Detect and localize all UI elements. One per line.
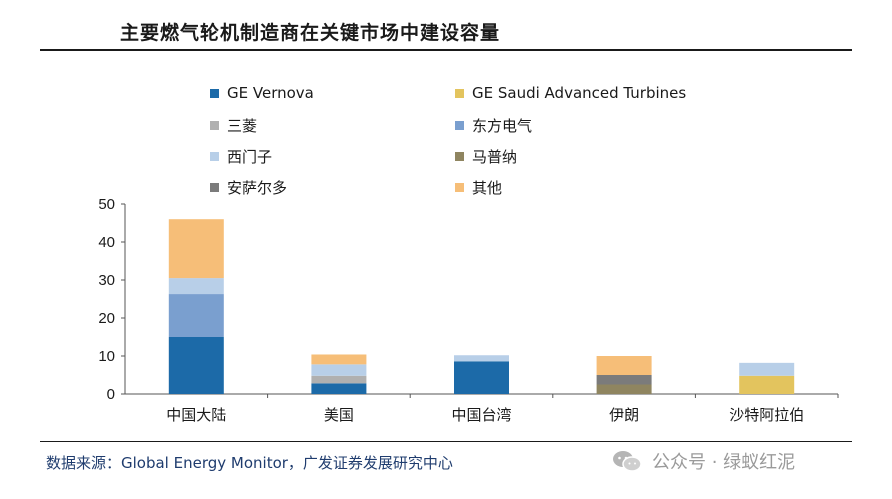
bar-segment bbox=[596, 356, 652, 375]
stacked-bar-chart: 0 10 20 30 40 50 中国大陆 美国 中国台湾 伊朗 沙特阿拉伯 bbox=[98, 196, 839, 424]
legend-item: 马普纳 bbox=[455, 146, 517, 167]
legend-item: 安萨尔多 bbox=[210, 177, 287, 198]
data-source-note: 数据来源：Global Energy Monitor，广发证券发展研究中心 bbox=[46, 454, 453, 472]
bar-segment bbox=[168, 337, 224, 394]
chart-title: 主要燃气轮机制造商在关键市场中建设容量 bbox=[120, 22, 501, 44]
legend-swatch bbox=[210, 183, 219, 192]
legend-swatch bbox=[455, 121, 464, 130]
legend-swatch bbox=[455, 152, 464, 161]
bar-segment bbox=[739, 375, 795, 394]
legend-item: GE Saudi Advanced Turbines bbox=[455, 84, 686, 102]
title-divider bbox=[40, 49, 852, 51]
y-tick-label: 20 bbox=[98, 310, 115, 327]
bar-segment bbox=[311, 364, 367, 376]
bar-segment bbox=[168, 219, 224, 279]
y-tick-label: 30 bbox=[98, 272, 115, 289]
bar-segment bbox=[596, 375, 652, 385]
legend-label: 东方电气 bbox=[472, 117, 533, 135]
legend-label: 其他 bbox=[472, 179, 503, 197]
legend-label: 安萨尔多 bbox=[227, 179, 288, 197]
legend-label: 西门子 bbox=[227, 148, 273, 166]
legend-swatch bbox=[210, 152, 219, 161]
watermark-text: 公众号 · 绿蚁红泥 bbox=[652, 452, 796, 473]
bar-segment bbox=[311, 354, 367, 365]
bar-segment bbox=[454, 355, 509, 362]
bar-segment bbox=[596, 384, 652, 394]
bar-segment bbox=[454, 361, 509, 394]
legend-label: GE Saudi Advanced Turbines bbox=[472, 84, 687, 102]
y-tick-label: 10 bbox=[98, 348, 115, 365]
bar-segment bbox=[311, 375, 367, 384]
legend-swatch bbox=[210, 121, 219, 130]
x-tick-label: 伊朗 bbox=[609, 406, 639, 424]
legend-item: 三菱 bbox=[210, 115, 257, 136]
y-tick-label: 40 bbox=[98, 234, 115, 251]
legend-label: 三菱 bbox=[227, 117, 258, 135]
x-tick-label: 美国 bbox=[324, 406, 354, 424]
legend-item: 东方电气 bbox=[455, 115, 532, 136]
footer-divider bbox=[40, 441, 852, 442]
x-tick-label: 中国大陆 bbox=[166, 406, 226, 424]
watermark: 公众号 · 绿蚁红泥 bbox=[612, 448, 795, 474]
bar-segment bbox=[311, 383, 367, 394]
legend-item: GE Vernova bbox=[210, 84, 314, 102]
x-tick-label: 沙特阿拉伯 bbox=[729, 406, 804, 424]
bar-segment bbox=[168, 278, 224, 295]
y-tick-label: 50 bbox=[98, 196, 115, 213]
bar-segment bbox=[739, 362, 795, 376]
legend-item: 其他 bbox=[455, 177, 502, 198]
wechat-icon bbox=[613, 451, 642, 472]
legend-item: 西门子 bbox=[210, 146, 272, 167]
bar-segment bbox=[168, 294, 224, 337]
legend-swatch bbox=[455, 88, 464, 98]
x-tick-label: 中国台湾 bbox=[451, 406, 511, 424]
legend-label: GE Vernova bbox=[227, 84, 314, 102]
legend-swatch bbox=[210, 88, 219, 98]
legend-swatch bbox=[455, 183, 464, 192]
y-tick-label: 0 bbox=[107, 386, 115, 403]
legend-label: 马普纳 bbox=[472, 148, 518, 166]
